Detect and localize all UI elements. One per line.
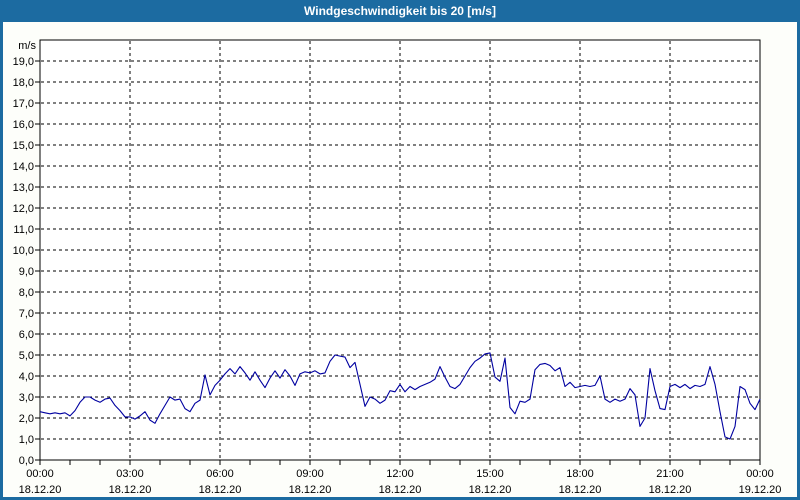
y-axis-tick-label: 5,0 <box>19 350 34 362</box>
x-axis-time-label: 12:00 <box>386 468 414 480</box>
wind-speed-line <box>39 352 761 440</box>
y-axis-tick-label: 6,0 <box>19 329 34 341</box>
x-axis-date-label: 18.12.20 <box>199 484 242 496</box>
y-axis-tick-label: 8,0 <box>19 287 34 299</box>
x-axis-date-label: 19.12.20 <box>739 484 782 496</box>
y-axis-tick-label: 12,0 <box>13 203 34 215</box>
y-axis-tick-label: 13,0 <box>13 182 34 194</box>
y-axis-tick-label: 16,0 <box>13 119 34 131</box>
y-axis-tick-label: 0,0 <box>19 455 34 467</box>
x-axis-date-label: 18.12.20 <box>379 484 422 496</box>
y-axis-tick-label: 3,0 <box>19 392 34 404</box>
x-axis-date-label: 18.12.20 <box>559 484 602 496</box>
x-axis-date-label: 18.12.20 <box>109 484 152 496</box>
x-axis-time-label: 21:00 <box>656 468 684 480</box>
y-axis-tick-label: 14,0 <box>13 161 34 173</box>
y-axis-tick-label: 4,0 <box>19 371 34 383</box>
x-axis-date-label: 18.12.20 <box>19 484 62 496</box>
y-axis-tick-label: 10,0 <box>13 245 34 257</box>
x-axis-time-label: 06:00 <box>206 468 234 480</box>
y-axis-tick-label: 17,0 <box>13 98 34 110</box>
y-axis-tick-label: 11,0 <box>13 224 34 236</box>
x-axis-date-label: 18.12.20 <box>469 484 512 496</box>
y-axis-tick-label: 15,0 <box>13 140 34 152</box>
x-axis-time-label: 15:00 <box>476 468 504 480</box>
x-axis-time-label: 03:00 <box>116 468 144 480</box>
y-axis-tick-label: 1,0 <box>19 434 34 446</box>
x-axis-time-label: 00:00 <box>26 468 54 480</box>
x-axis-time-label: 00:00 <box>746 468 774 480</box>
y-axis-tick-label: 7,0 <box>19 308 34 320</box>
y-axis-tick-label: 2,0 <box>19 413 34 425</box>
y-axis-unit-label: m/s <box>18 40 36 52</box>
x-axis-date-label: 18.12.20 <box>649 484 692 496</box>
window-title: Windgeschwindigkeit bis 20 [m/s] <box>304 4 496 18</box>
x-axis-time-label: 09:00 <box>296 468 324 480</box>
x-axis-date-label: 18.12.20 <box>289 484 332 496</box>
x-axis-time-label: 18:00 <box>566 468 594 480</box>
y-axis-tick-label: 19,0 <box>13 56 34 68</box>
y-axis-tick-label: 9,0 <box>19 266 34 278</box>
y-axis-tick-label: 18,0 <box>13 77 34 89</box>
